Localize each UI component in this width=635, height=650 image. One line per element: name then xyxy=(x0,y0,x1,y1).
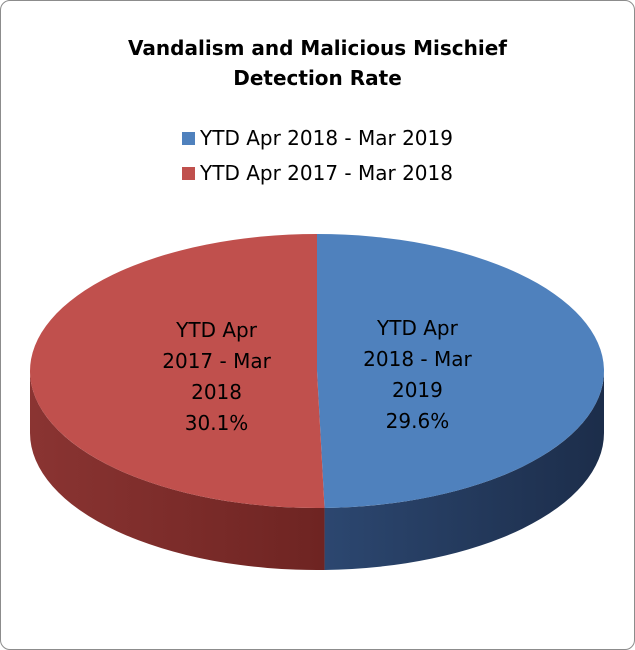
pie-slice-side xyxy=(324,371,604,570)
legend-label: YTD Apr 2017 - Mar 2018 xyxy=(200,161,453,185)
data-label: YTD Apr 2018 - Mar 2019 29.6% xyxy=(357,313,477,437)
data-label-value: 30.1% xyxy=(184,410,249,435)
legend-swatch xyxy=(182,132,196,145)
legend: YTD Apr 2018 - Mar 2019 YTD Apr 2017 - Ma… xyxy=(1,125,634,195)
data-label-value: 29.6% xyxy=(385,409,450,434)
chart-title: Vandalism and Malicious Mischief Detecti… xyxy=(128,36,507,90)
legend-item: YTD Apr 2018 - Mar 2019 xyxy=(1,125,634,160)
data-label-category: YTD Apr 2018 - Mar 2019 xyxy=(363,316,472,403)
pie-slice-side xyxy=(30,371,325,570)
data-label-category: YTD Apr 2017 - Mar 2018 xyxy=(162,317,271,404)
legend-item: YTD Apr 2017 - Mar 2018 xyxy=(1,160,634,195)
data-label: YTD Apr 2017 - Mar 2018 30.1% xyxy=(157,315,277,439)
legend-swatch xyxy=(182,167,196,180)
pie-slice xyxy=(29,234,325,508)
legend-label: YTD Apr 2018 - Mar 2019 xyxy=(200,126,453,150)
pie-slice xyxy=(317,234,604,508)
